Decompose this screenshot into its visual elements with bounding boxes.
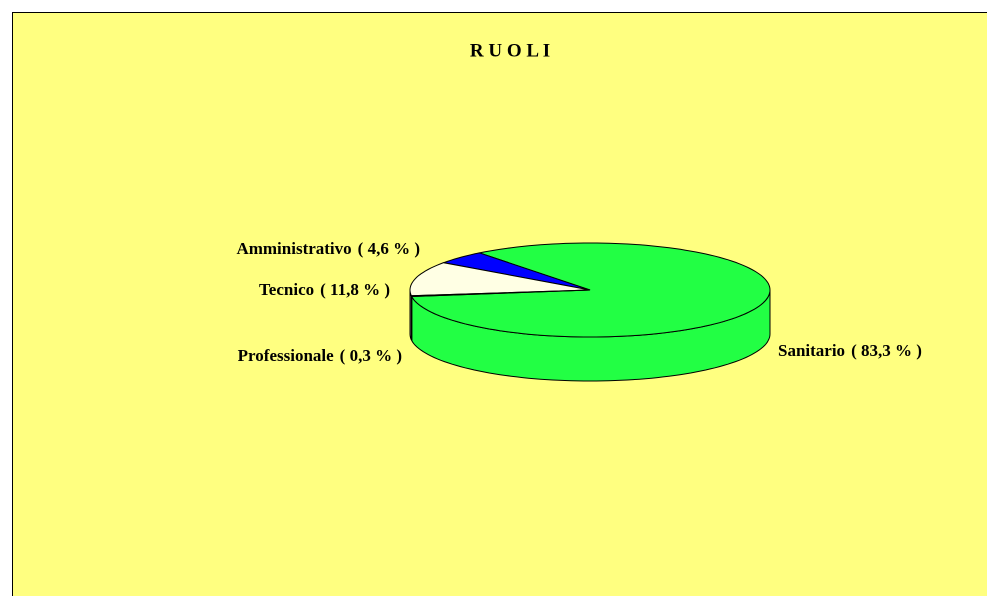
- value-label: ( 11,8 % ): [320, 280, 390, 299]
- value-label: ( 0,3 % ): [340, 346, 402, 365]
- category-label: Tecnico: [259, 280, 314, 299]
- pie-slice: [409, 262, 591, 297]
- category-label: Sanitario: [778, 341, 845, 360]
- category-label: Professionale: [238, 346, 334, 365]
- pie-slice: [441, 252, 591, 291]
- data-label: Sanitario ( 83,3 % ): [778, 341, 922, 360]
- data-label: Tecnico ( 11,8 % ): [259, 280, 390, 299]
- chart-title: R U O L I: [470, 40, 550, 61]
- data-label: Amministrativo ( 4,6 % ): [236, 239, 420, 258]
- pie-slice: [410, 289, 591, 298]
- value-label: ( 83,3 % ): [851, 341, 922, 360]
- data-label: Professionale ( 0,3 % ): [238, 346, 402, 365]
- category-label: Amministrativo: [236, 239, 351, 258]
- pie-slice: [410, 242, 771, 338]
- value-label: ( 4,6 % ): [358, 239, 420, 258]
- pie-side: [410, 293, 413, 343]
